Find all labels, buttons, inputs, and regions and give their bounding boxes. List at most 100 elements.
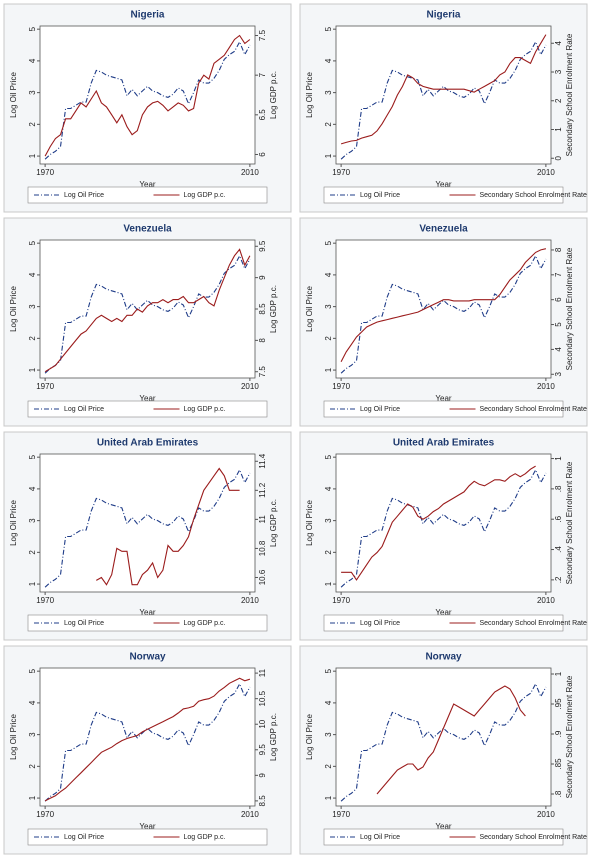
y2-axis-label: Secondary School Enrolment Rate (565, 33, 574, 156)
x-axis-label: Year (139, 394, 156, 403)
y-tick-label: 2 (28, 764, 37, 769)
series-line (340, 40, 547, 160)
x-axis-label: Year (435, 180, 452, 189)
x-tick-label: 1970 (36, 382, 54, 391)
y2-tick-label: 2 (554, 98, 563, 103)
y-tick-label: 5 (28, 668, 37, 673)
series-line (44, 34, 251, 157)
y-tick-label: 3 (28, 732, 37, 737)
chart-title: Nigeria (427, 10, 461, 21)
y-tick-label: 4 (324, 272, 333, 277)
y2-tick-label: .4 (554, 546, 563, 553)
plot-area (335, 25, 552, 165)
legend-label: Log Oil Price (64, 406, 104, 413)
y-tick-label: 5 (28, 240, 37, 245)
y-axis-label: Log Oil Price (305, 286, 314, 332)
legend-label: Log GDP p.c. (184, 834, 226, 841)
x-tick-label: 2010 (537, 810, 555, 819)
chart-title: Norway (425, 652, 462, 663)
y-tick-label: 4 (28, 58, 37, 63)
legend (323, 828, 564, 846)
series-line (44, 677, 251, 802)
y2-tick-label: 10.5 (258, 690, 267, 706)
x-tick-label: 2010 (537, 596, 555, 605)
y-tick-label: 4 (28, 272, 37, 277)
plot-area (335, 667, 552, 807)
legend-label: Log Oil Price (64, 620, 104, 627)
series-line (340, 254, 547, 374)
y-axis-label: Log Oil Price (305, 72, 314, 118)
series-line (44, 682, 251, 802)
y-tick-label: 2 (324, 764, 333, 769)
y2-tick-label: .2 (554, 576, 563, 583)
y2-tick-label: 5 (554, 322, 563, 327)
y2-tick-label: 0 (554, 155, 563, 160)
chart-title: United Arab Emirates (393, 438, 495, 449)
plot-area (335, 453, 552, 593)
legend-label: Log Oil Price (360, 406, 400, 413)
x-tick-label: 2010 (537, 168, 555, 177)
x-axis-label: Year (139, 608, 156, 617)
y2-tick-label: 9.5 (258, 744, 267, 756)
y2-axis-label: Secondary School Enrolment Rate (565, 675, 574, 798)
x-tick-label: 1970 (332, 810, 350, 819)
y-tick-label: 1 (28, 581, 37, 586)
y-axis-label: Log Oil Price (305, 500, 314, 546)
y2-tick-label: 11 (258, 515, 267, 524)
legend-label: Log Oil Price (360, 192, 400, 199)
y2-tick-label: 10.8 (258, 540, 267, 556)
y-tick-label: 3 (28, 304, 37, 309)
x-tick-label: 1970 (36, 168, 54, 177)
x-tick-label: 2010 (241, 596, 259, 605)
y2-tick-label: 8.5 (258, 303, 267, 315)
y-tick-label: 1 (28, 367, 37, 372)
legend-label: Log Oil Price (64, 834, 104, 841)
legend-label: Log Oil Price (360, 834, 400, 841)
series-line (44, 248, 251, 373)
y2-tick-label: .95 (554, 698, 563, 710)
x-tick-label: 2010 (241, 382, 259, 391)
x-tick-label: 1970 (332, 596, 350, 605)
x-tick-label: 2010 (241, 810, 259, 819)
plot-area (39, 239, 256, 379)
y-tick-label: 2 (324, 336, 333, 341)
x-tick-label: 2010 (537, 382, 555, 391)
legend (27, 400, 268, 418)
plot-area (39, 453, 256, 593)
y-axis-label: Log Oil Price (9, 72, 18, 118)
legend-label: Log Oil Price (360, 620, 400, 627)
legend (323, 614, 564, 632)
y-tick-label: 5 (324, 454, 333, 459)
series-line (44, 254, 251, 374)
x-axis-label: Year (435, 394, 452, 403)
series-line (341, 465, 536, 581)
y-tick-label: 5 (324, 26, 333, 31)
y2-tick-label: .85 (554, 758, 563, 770)
y2-tick-label: 6.5 (258, 109, 267, 121)
y-tick-label: 2 (28, 550, 37, 555)
y2-tick-label: 1 (554, 456, 563, 461)
series-line (376, 685, 526, 795)
y2-tick-label: 7.5 (258, 29, 267, 41)
x-tick-label: 1970 (36, 810, 54, 819)
y-tick-label: 4 (28, 486, 37, 491)
series-line (340, 34, 547, 145)
y-axis-label: Log Oil Price (9, 286, 18, 332)
y2-tick-label: 1 (554, 671, 563, 676)
y-tick-label: 1 (324, 581, 333, 586)
legend-label: Log GDP p.c. (184, 192, 226, 199)
plot-area (335, 239, 552, 379)
y2-tick-label: 9.5 (258, 240, 267, 252)
y2-axis-label: Log GDP p.c. (269, 71, 278, 119)
y2-tick-label: .8 (554, 485, 563, 492)
y2-tick-label: 3 (554, 69, 563, 74)
y2-axis-label: Log GDP p.c. (269, 285, 278, 333)
legend-label: Secondary School Enrolment Rate (480, 406, 587, 413)
plot-area (39, 667, 256, 807)
x-axis-label: Year (139, 180, 156, 189)
legend (27, 186, 268, 204)
y-axis-label: Log Oil Price (9, 714, 18, 760)
y2-tick-label: 7 (554, 272, 563, 277)
y-tick-label: 3 (324, 518, 333, 523)
